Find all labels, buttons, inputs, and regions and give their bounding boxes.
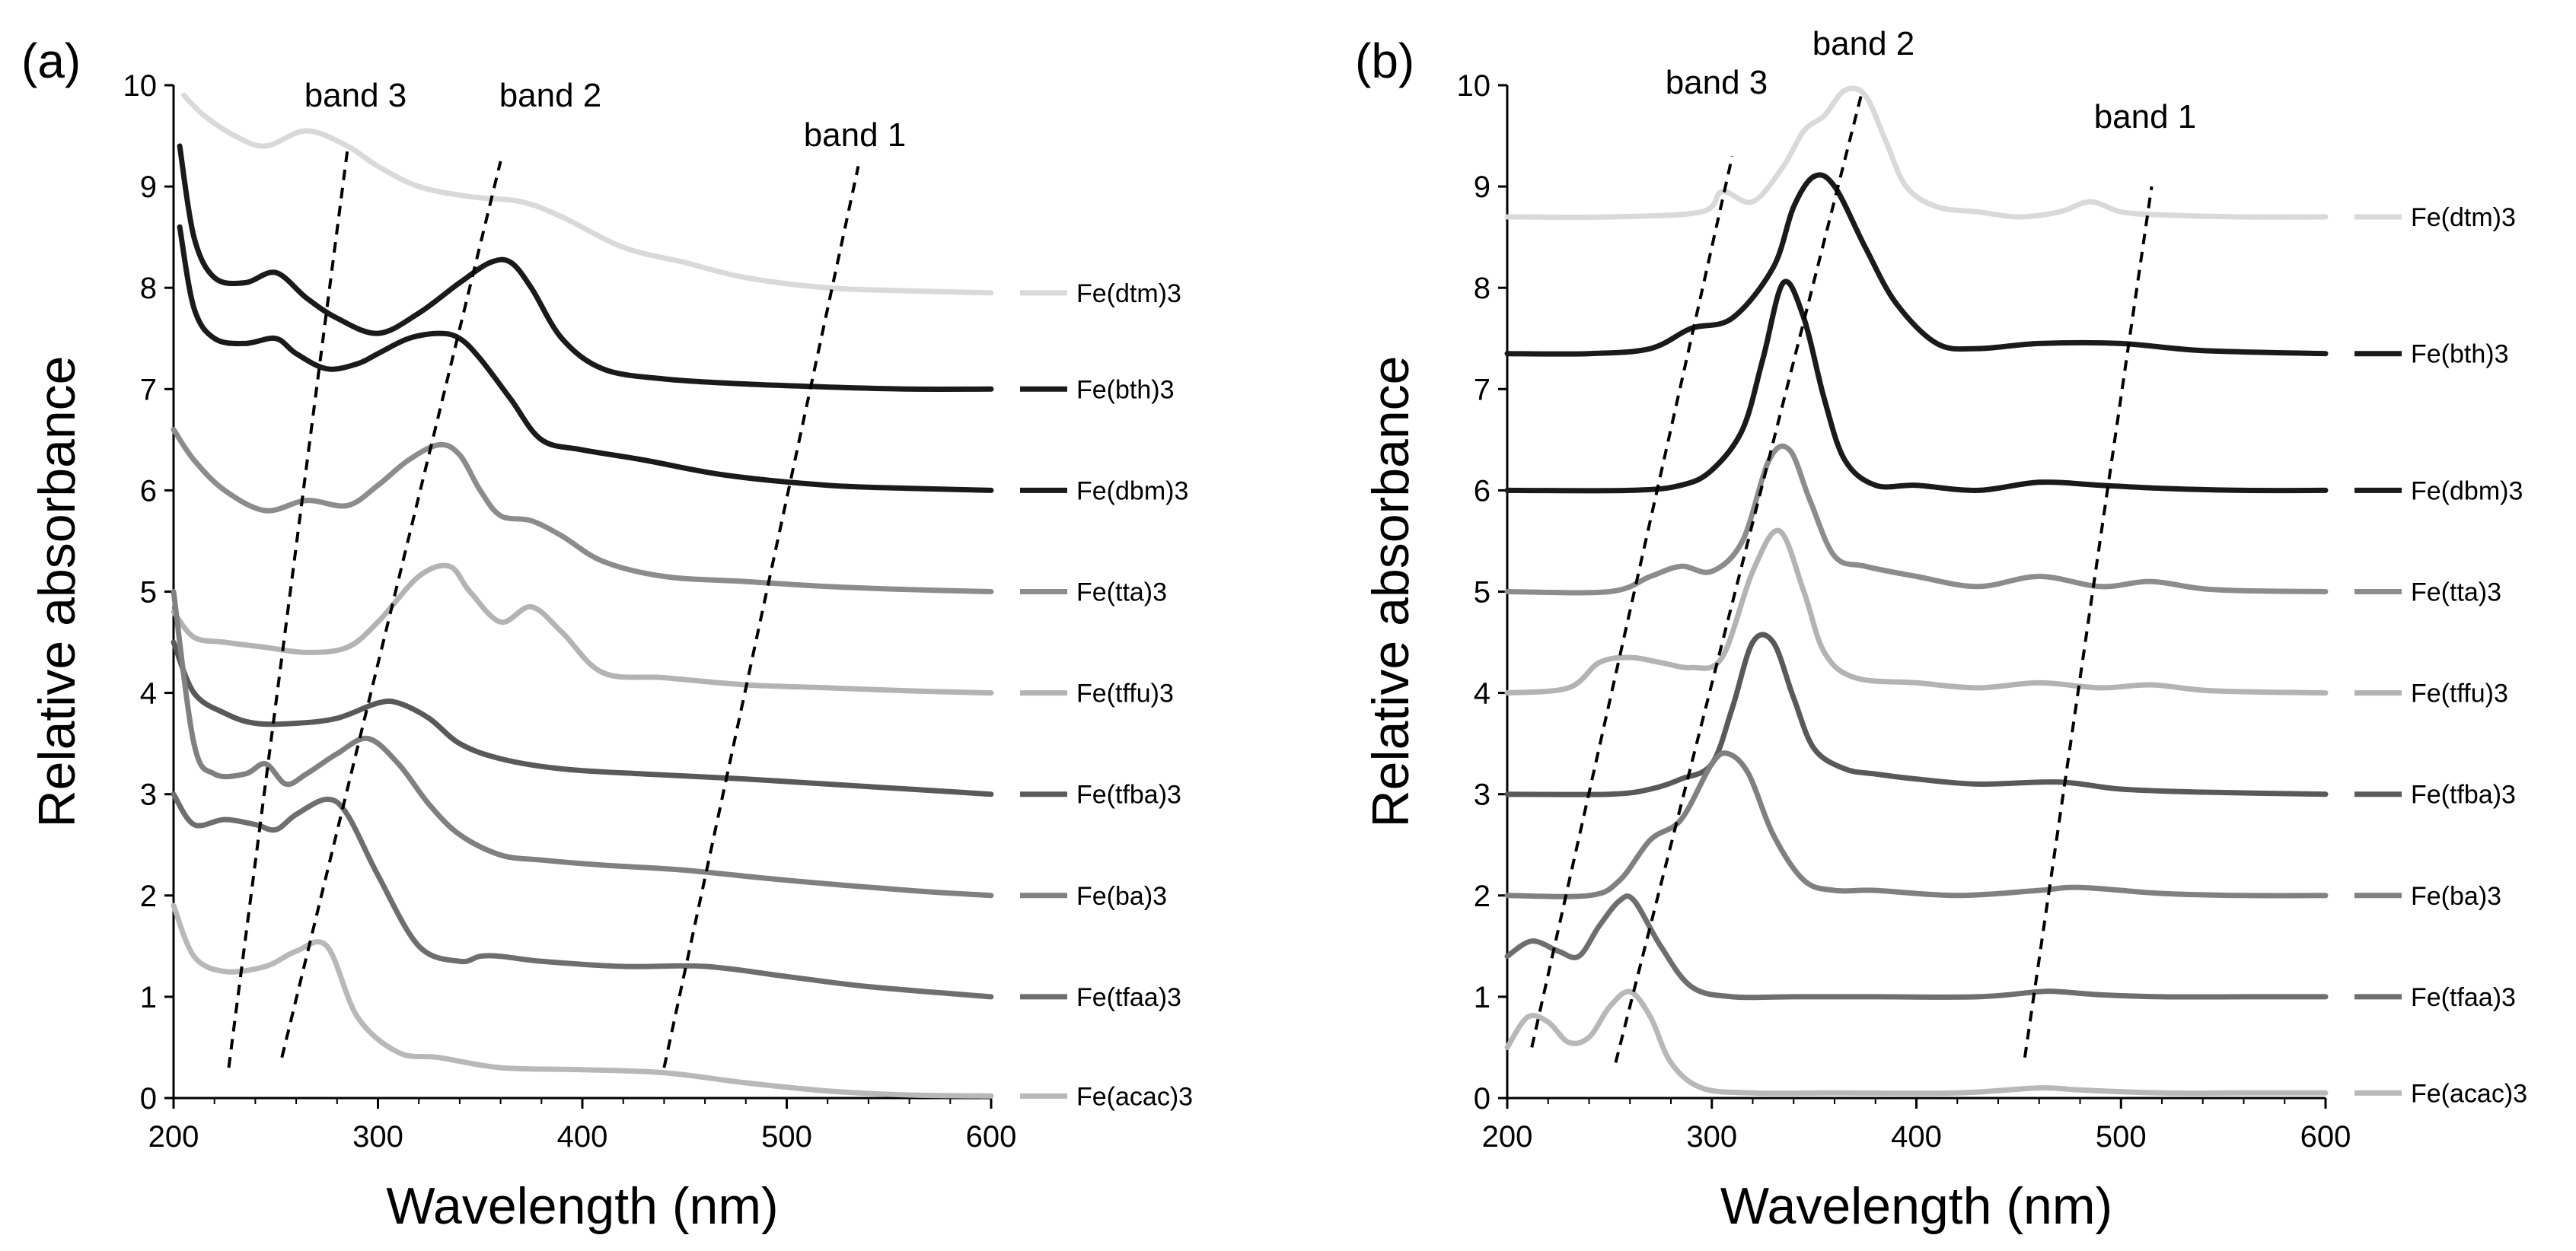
band-line (280, 161, 502, 1058)
y-tick-label: 9 (1474, 170, 1490, 204)
y-tick-label: 4 (140, 677, 157, 711)
band-label: band 3 (1666, 64, 1768, 101)
y-tick-label: 0 (1474, 1082, 1490, 1116)
series-line (171, 639, 994, 797)
series-line (177, 143, 994, 392)
y-tick-label: 9 (140, 170, 157, 204)
band-label: band 1 (2094, 98, 2197, 135)
series-line (171, 791, 994, 1000)
y-tick-label: 5 (140, 576, 157, 610)
series-line (1504, 988, 2329, 1097)
series-line (1504, 172, 2329, 357)
x-tick-label: 500 (2096, 1120, 2147, 1154)
legend-label: Fe(ba)3 (2411, 882, 2501, 911)
series-line (1504, 527, 2329, 696)
series-line (1504, 632, 2329, 797)
band-label: band 2 (1812, 25, 1915, 62)
x-tick-label: 200 (1482, 1120, 1533, 1154)
y-tick-label: 0 (140, 1082, 157, 1116)
legend-label: Fe(tffu)3 (1076, 680, 1174, 708)
y-tick-label: 10 (1457, 69, 1491, 103)
legend-label: Fe(tfba)3 (2411, 781, 2516, 810)
series-line (1504, 750, 2329, 899)
x-tick-label: 600 (966, 1120, 1017, 1154)
y-tick-label: 8 (140, 272, 157, 305)
y-tick-label: 4 (1474, 677, 1490, 711)
series-line (180, 92, 994, 296)
legend-label: Fe(dtm)3 (2411, 203, 2516, 232)
x-tick-label: 300 (1686, 1120, 1737, 1154)
x-axis-title: Wavelength (nm) (1720, 1177, 2112, 1235)
legend-label: Fe(dtm)3 (1076, 279, 1181, 308)
band-line (1530, 155, 1734, 1048)
y-tick-label: 1 (140, 981, 157, 1014)
band-line (2023, 186, 2154, 1058)
series-line (1504, 85, 2329, 220)
x-tick-label: 400 (1891, 1120, 1942, 1154)
legend-label: Fe(tfba)3 (1076, 781, 1181, 810)
legend-label: Fe(bth)3 (2411, 340, 2509, 369)
legend-label: Fe(dbm)3 (1076, 476, 1188, 505)
legend-label: Fe(tta)3 (2411, 578, 2501, 607)
y-tick-label: 6 (140, 474, 157, 508)
y-tick-label: 7 (140, 373, 157, 406)
y-tick-label: 3 (1474, 778, 1490, 812)
legend-label: Fe(tta)3 (1076, 578, 1167, 607)
legend-label: Fe(tffu)3 (2411, 680, 2508, 708)
panel-label: (a) (21, 33, 81, 88)
band-label: band 2 (499, 77, 602, 114)
panel-a: 0 1 2 3 4 5 6 7 8 9 10 200 300 400 500 600 Wavelength (n… (21, 33, 1193, 1235)
series-line (1504, 443, 2329, 596)
y-axis-title: Relative absorbance (28, 356, 86, 828)
y-tick-label: 10 (123, 69, 158, 103)
series-line (1504, 279, 2329, 494)
band-label: band 1 (804, 116, 907, 154)
panel-label: (b) (1355, 33, 1414, 88)
x-tick-label: 600 (2300, 1120, 2351, 1154)
y-tick-label: 6 (1474, 474, 1490, 508)
legend-label: Fe(acac)3 (1076, 1082, 1193, 1111)
series-line (171, 902, 994, 1099)
band-line (227, 151, 349, 1068)
band-label: band 3 (304, 77, 407, 114)
band-line (1614, 94, 1863, 1063)
y-tick-label: 3 (140, 778, 157, 812)
x-tick-label: 500 (761, 1120, 812, 1154)
series-line (1504, 893, 2329, 1001)
y-tick-label: 5 (1474, 576, 1490, 610)
y-tick-label: 8 (1474, 272, 1490, 305)
legend-label: Fe(tfaa)3 (2411, 983, 2516, 1012)
legend-label: Fe(acac)3 (2411, 1079, 2527, 1108)
x-axis-title: Wavelength (nm) (386, 1177, 778, 1235)
x-tick-label: 200 (148, 1120, 199, 1154)
y-tick-label: 1 (1474, 981, 1490, 1014)
y-axis-title: Relative absorbance (1362, 356, 1420, 828)
y-tick-label: 7 (1474, 373, 1490, 406)
band-line (662, 166, 860, 1068)
y-tick-label: 2 (1474, 880, 1490, 913)
series-line (177, 224, 994, 493)
y-tick-label: 2 (140, 880, 157, 913)
x-tick-label: 300 (352, 1120, 403, 1154)
legend-label: Fe(dbm)3 (2411, 476, 2523, 505)
x-tick-label: 400 (557, 1120, 608, 1154)
series-line (171, 562, 994, 696)
series-line (171, 589, 994, 899)
legend-label: Fe(bth)3 (1076, 375, 1175, 404)
series-line (171, 427, 994, 594)
legend-label: Fe(tfaa)3 (1076, 983, 1181, 1012)
legend-label: Fe(ba)3 (1076, 882, 1167, 911)
panel-b: 0 1 2 3 4 5 6 7 8 9 10 200 300 400 500 600 Wavelength (n… (1355, 25, 2527, 1235)
